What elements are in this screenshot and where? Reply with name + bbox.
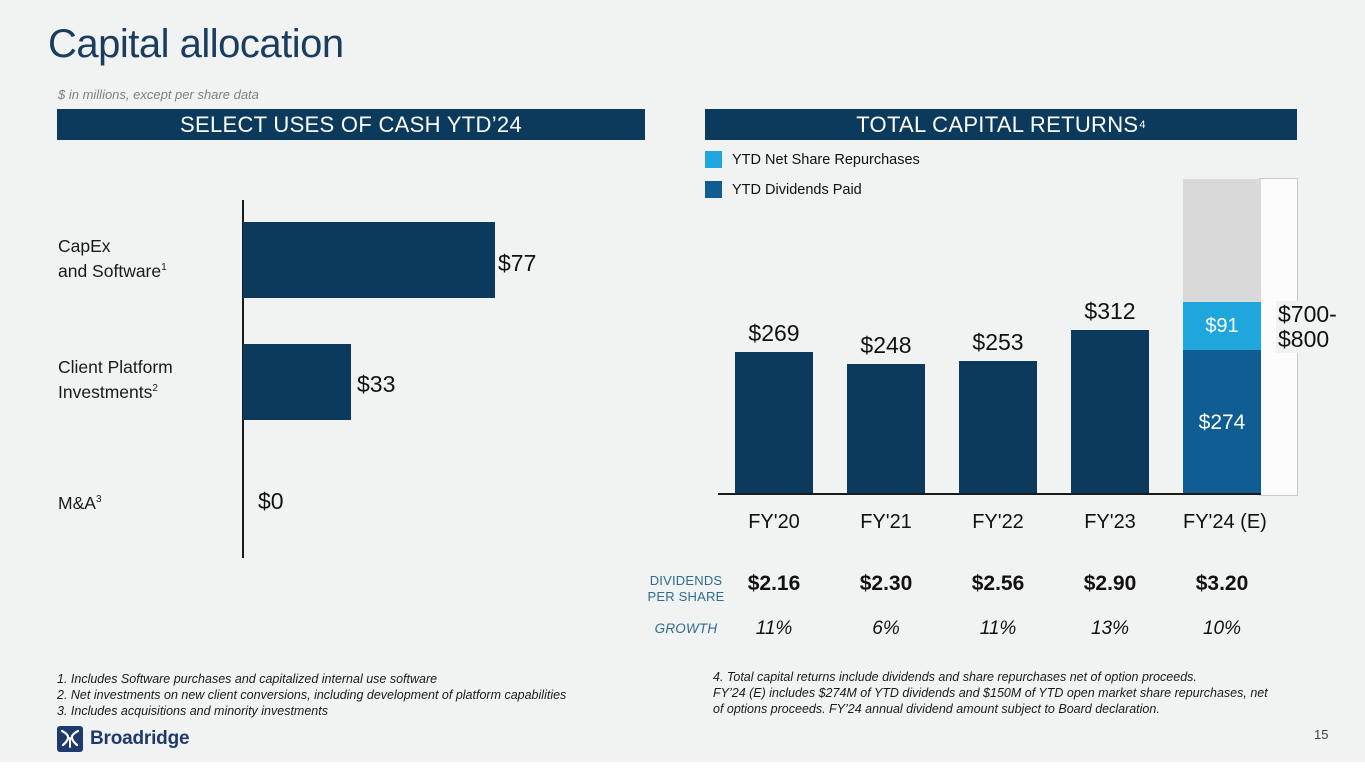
- repurchases-swatch-icon: [705, 151, 722, 168]
- dividends-per-share-row-label: DIVIDENDS PER SHARE: [647, 573, 725, 604]
- fy22-bar: [959, 361, 1037, 495]
- dps-fy23: $2.90: [1083, 572, 1137, 595]
- fy23-bar: [1071, 330, 1149, 495]
- capex-footnote-ref: 1: [161, 262, 167, 273]
- fy23-value-label: $312: [1084, 298, 1136, 324]
- growth-row: 11% 6% 11% 13% 10%: [735, 618, 1262, 640]
- growth-row-label: GROWTH: [654, 621, 718, 636]
- page-title: Capital allocation: [48, 22, 344, 66]
- client-platform-bar: [243, 344, 351, 420]
- growth-fy21: 6%: [872, 618, 900, 639]
- broadridge-logo-icon: [57, 726, 83, 752]
- client-platform-value-label: $33: [357, 371, 396, 397]
- right-section-header-text: TOTAL CAPITAL RETURNS: [856, 111, 1139, 137]
- fy21-column: $248: [847, 332, 925, 495]
- fy24-repurchases-value-label: $91: [1205, 314, 1239, 337]
- capex-label-line2: and Software: [58, 260, 162, 281]
- right-section-header: TOTAL CAPITAL RETURNS 4: [705, 109, 1297, 140]
- fy20-value-label: $269: [748, 320, 800, 346]
- ma-label: M&A3: [58, 489, 102, 514]
- client-platform-label-line1: Client Platform: [58, 357, 173, 377]
- ma-value-label: $0: [258, 488, 284, 514]
- growth-fy20: 11%: [755, 618, 793, 639]
- growth-fy22: 11%: [979, 618, 1017, 639]
- fy24-axis-label: FY'24 (E): [1183, 511, 1267, 533]
- legend-label-repurchases: YTD Net Share Repurchases: [732, 151, 920, 168]
- dps-fy22: $2.56: [971, 572, 1025, 595]
- fy21-bar: [847, 364, 925, 495]
- legend-item-dividends: YTD Dividends Paid: [705, 181, 862, 198]
- units-note: $ in millions, except per share data: [58, 87, 259, 102]
- ma-label-text: M&A: [58, 492, 96, 513]
- growth-fy23: 13%: [1090, 618, 1130, 639]
- fy24-repurchases-segment: $91: [1183, 302, 1261, 350]
- broadridge-logo: Broadridge: [57, 726, 190, 752]
- left-footnotes: 1. Includes Software purchases and capit…: [57, 672, 567, 718]
- right-chart-baseline: [718, 493, 1261, 495]
- fy24-estimate-segment: [1183, 179, 1261, 302]
- fy20-bar: [735, 352, 813, 495]
- page-number: 15: [1314, 727, 1329, 742]
- dps-fy21: $2.30: [859, 572, 913, 595]
- broadridge-wordmark: Broadridge: [90, 728, 190, 749]
- fy24-estimate-range-label: $700- $800: [1276, 301, 1339, 353]
- capex-label: CapEx and Software1: [58, 235, 167, 282]
- category-axis-labels: FY'20 FY'21 FY'22 FY'23 FY'24 (E): [735, 511, 1267, 534]
- fy24-dividends-segment: $274: [1183, 350, 1261, 495]
- capital-returns-plot-area: $269 $248 $253 $312 $91 $274: [735, 170, 1262, 495]
- fy24-dividends-value-label: $274: [1198, 410, 1246, 434]
- fy20-column: $269: [735, 320, 813, 495]
- client-platform-label: Client Platform Investments2: [58, 356, 173, 403]
- dividends-swatch-icon: [705, 181, 722, 198]
- fy20-axis-label: FY'20: [748, 511, 800, 533]
- right-section-header-footnote-ref: 4: [1139, 118, 1146, 131]
- fy22-column: $253: [959, 329, 1037, 495]
- capex-bar: [243, 222, 495, 298]
- fy23-axis-label: FY'23: [1084, 511, 1136, 533]
- left-section-header: SELECT USES OF CASH YTD’24: [57, 109, 645, 140]
- capex-label-line1: CapEx: [58, 236, 111, 256]
- fy22-axis-label: FY'22: [972, 511, 1024, 533]
- fy21-value-label: $248: [860, 332, 912, 358]
- client-platform-label-line2: Investments: [58, 381, 153, 402]
- legend-label-dividends: YTD Dividends Paid: [732, 181, 862, 198]
- client-platform-footnote-ref: 2: [152, 383, 158, 394]
- left-chart-axis: [242, 200, 244, 558]
- fy24-column: $91 $274: [1183, 179, 1261, 495]
- dps-fy24: $3.20: [1195, 572, 1249, 595]
- capex-value-label: $77: [498, 250, 537, 276]
- dps-fy20: $2.16: [747, 572, 801, 595]
- slide-bottom-edge: [0, 762, 1365, 768]
- right-footnote: 4. Total capital returns include dividen…: [713, 670, 1268, 716]
- growth-fy24: 10%: [1202, 618, 1242, 639]
- fy21-axis-label: FY'21: [860, 511, 912, 533]
- fy23-column: $312: [1071, 298, 1149, 495]
- dividends-per-share-row: $2.16 $2.30 $2.56 $2.90 $3.20: [735, 572, 1262, 596]
- fy22-value-label: $253: [972, 329, 1024, 355]
- ma-footnote-ref: 3: [95, 494, 102, 505]
- legend-item-repurchases: YTD Net Share Repurchases: [705, 151, 920, 168]
